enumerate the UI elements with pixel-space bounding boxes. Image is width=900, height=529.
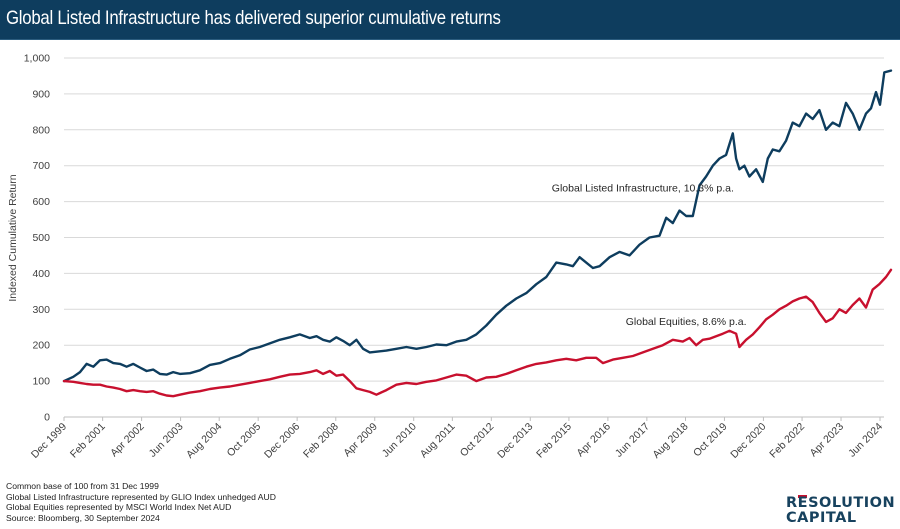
- x-tick-label: Feb 2022: [767, 421, 807, 461]
- x-tick-label: Dec 2006: [262, 421, 302, 461]
- y-tick-label: 200: [32, 340, 50, 352]
- line-chart: 0 100 200 300 400 500 600 700 800 900 1,000 Dec 19…: [7, 53, 893, 461]
- series-annotation: Global Listed Infrastructure, 10.3% p.a.: [552, 183, 734, 195]
- x-tick-label: Feb 2015: [534, 421, 574, 461]
- x-tick-label: Dec 2013: [495, 421, 535, 461]
- y-axis-ticks: 0 100 200 300 400 500 600 700 800 900 1,000: [24, 53, 50, 424]
- x-tick-label: Feb 2001: [68, 421, 108, 461]
- chart-title: Global Listed Infrastructure has deliver…: [6, 7, 501, 29]
- footnotes: Common base of 100 from 31 Dec 1999 Glob…: [6, 481, 276, 523]
- x-tick-label: Apr 2009: [341, 421, 380, 460]
- x-tick-label: Dec 1999: [29, 421, 69, 461]
- y-axis-label: Indexed Cumulative Return: [7, 174, 19, 301]
- x-tick-label: Oct 2019: [691, 421, 730, 460]
- y-tick-label: 300: [32, 304, 50, 316]
- logo-accent-bar: [798, 495, 807, 498]
- footnote-source: Source: Bloomberg, 30 September 2024: [6, 512, 160, 523]
- x-tick-label: Feb 2008: [301, 421, 341, 461]
- annotations: Global Listed Infrastructure, 10.3% p.a.…: [552, 183, 747, 329]
- footnote-base: Common base of 100 from 31 Dec 1999: [6, 481, 159, 491]
- x-tick-label: Jun 2003: [147, 421, 186, 460]
- x-tick-label: Jun 2017: [613, 421, 652, 460]
- footnote-equities-index: Global Equities represented by MSCI Worl…: [6, 502, 232, 513]
- footnote-infrastructure-index: Global Listed Infrastructure represented…: [6, 491, 276, 502]
- title-banner: Global Listed Infrastructure has deliver…: [0, 0, 900, 40]
- y-tick-label: 400: [32, 268, 50, 280]
- x-tick-label: Apr 2016: [574, 421, 613, 460]
- x-tick-label: Aug 2011: [418, 421, 458, 461]
- x-tick-label: Apr 2002: [108, 421, 147, 460]
- y-tick-label: 500: [32, 232, 50, 244]
- x-tick-label: Apr 2023: [808, 421, 847, 460]
- x-tick-label: Oct 2012: [458, 421, 497, 460]
- series-lines: [62, 69, 893, 398]
- y-tick-label: 700: [32, 160, 50, 172]
- x-tick-label: Aug 2018: [650, 421, 690, 461]
- resolution-capital-logo: RESOLUTION CAPITAL: [786, 494, 896, 526]
- x-tick-label: Aug 2004: [184, 421, 224, 461]
- x-tick-label: Oct 2005: [225, 421, 264, 460]
- y-tick-label: 900: [32, 88, 50, 100]
- y-tick-label: 0: [44, 412, 50, 424]
- global-equitiesline-series-line: [62, 268, 893, 398]
- x-tick-label: Dec 2020: [728, 421, 768, 461]
- x-tick-label: Jun 2024: [846, 421, 885, 460]
- gridlines: [64, 57, 884, 418]
- x-tick-label: Jun 2010: [380, 421, 419, 460]
- logo-line-1: RESOLUTION: [786, 495, 896, 511]
- y-tick-label: 100: [32, 376, 50, 388]
- y-tick-label: 600: [32, 196, 50, 208]
- y-tick-label: 800: [32, 124, 50, 136]
- logo-line-2: CAPITAL: [786, 510, 857, 526]
- y-tick-label: 1,000: [24, 53, 50, 65]
- global-listed-infrastructureline-series-line: [62, 69, 893, 383]
- series-annotation: Global Equities, 8.6% p.a.: [626, 316, 747, 328]
